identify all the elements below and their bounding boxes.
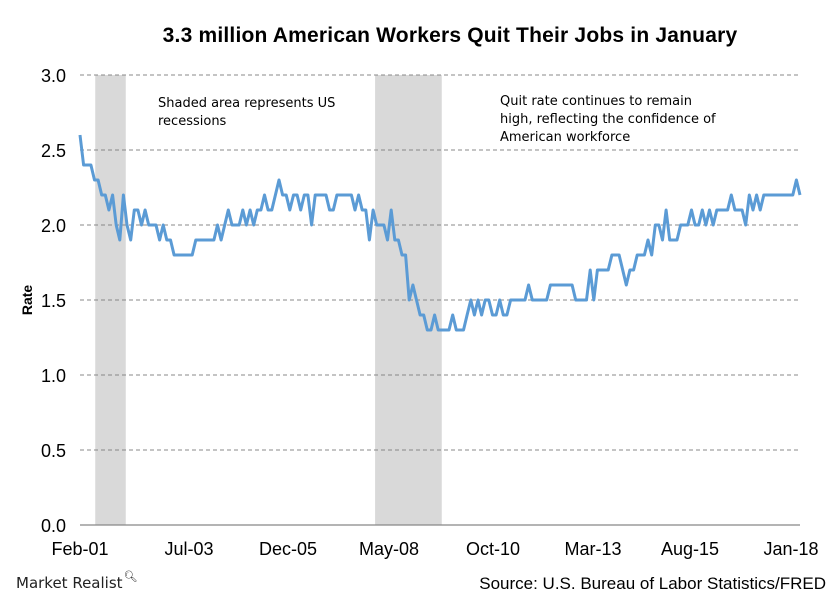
- gridlines: [80, 74, 800, 526]
- market-realist-logo: Market Realist🔍︎: [16, 570, 138, 592]
- chart-title: 3.3 million American Workers Quit Their …: [162, 24, 738, 47]
- quit-rate-note: Quit rate continues to remain high, refl…: [500, 94, 716, 145]
- x-tick-label: Oct-10: [466, 539, 520, 559]
- x-tick-label: Aug-15: [661, 539, 719, 559]
- y-tick-label: 3.0: [41, 66, 66, 86]
- source-note: Source: U.S. Bureau of Labor Statistics/…: [479, 574, 826, 593]
- y-tick-label: 1.0: [41, 366, 66, 386]
- y-tick-label: 2.0: [41, 216, 66, 236]
- x-axis-ticks: Feb-01 Jul-03 Dec-05 May-08 Oct-10 Mar-13 Aug-…: [51, 539, 818, 559]
- x-tick-label: Feb-01: [51, 539, 108, 559]
- magnifier-icon: 🔍︎: [123, 570, 138, 583]
- x-tick-label: Mar-13: [564, 539, 621, 559]
- x-tick-label: Dec-05: [259, 539, 317, 559]
- x-tick-label: Jul-03: [164, 539, 213, 559]
- x-tick-label: May-08: [359, 539, 419, 559]
- y-axis-label: Rate: [19, 285, 35, 316]
- y-axis-ticks: 0.0 0.5 1.0 1.5 2.0 2.5 3.0: [41, 66, 66, 536]
- x-tick-label: Jan-18: [763, 539, 818, 559]
- y-tick-label: 2.5: [41, 141, 66, 161]
- y-tick-label: 0.5: [41, 441, 66, 461]
- brand-name: Market Realist: [16, 574, 123, 592]
- y-tick-label: 0.0: [41, 516, 66, 536]
- recession-note: Shaded area represents US recessions: [158, 96, 336, 129]
- quit-rate-line: [78, 134, 802, 332]
- y-tick-label: 1.5: [41, 291, 66, 311]
